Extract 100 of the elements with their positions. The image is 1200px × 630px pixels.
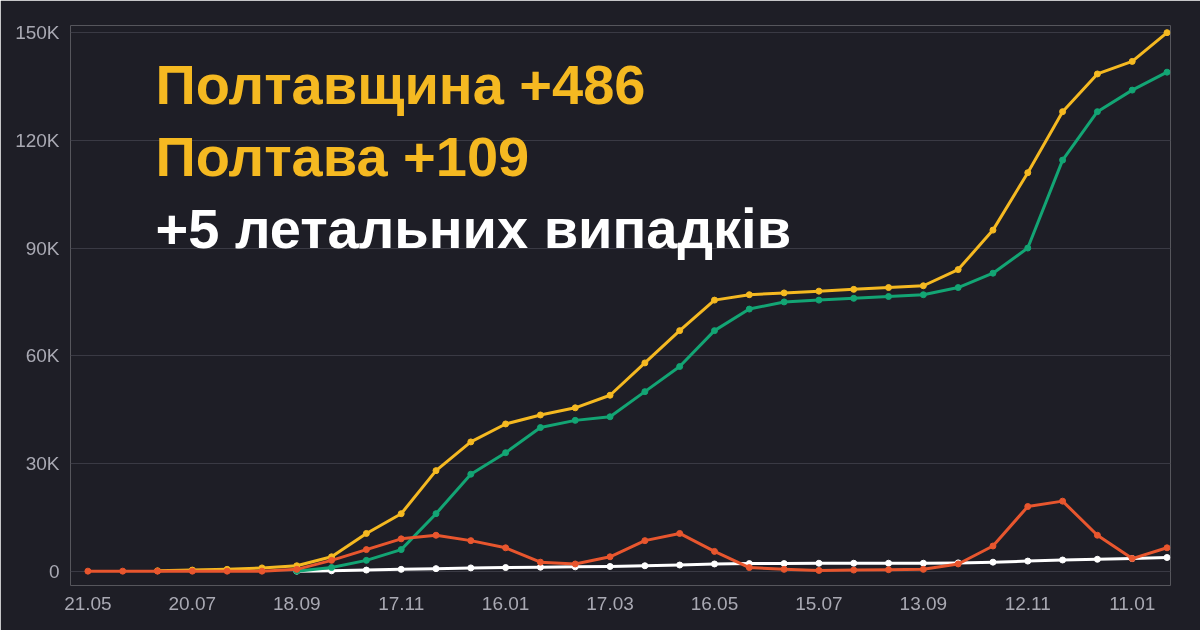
point — [1059, 156, 1067, 164]
point — [1024, 244, 1032, 252]
point — [1059, 556, 1067, 564]
y-tick-label: 120K — [15, 129, 60, 151]
point — [432, 467, 440, 475]
point — [850, 566, 858, 574]
point — [676, 363, 684, 371]
point — [1024, 557, 1032, 565]
y-tick-label: 60K — [25, 345, 60, 367]
point — [1059, 108, 1067, 116]
y-tick-label: 0 — [48, 560, 60, 582]
point — [1024, 503, 1032, 511]
point — [641, 562, 649, 570]
point — [397, 546, 405, 554]
point — [432, 531, 440, 539]
point — [502, 449, 510, 457]
point — [536, 411, 544, 419]
point — [710, 547, 718, 555]
point — [1093, 70, 1101, 78]
point — [989, 269, 997, 277]
point — [850, 294, 858, 302]
point — [467, 470, 475, 478]
x-tick-label: 18.09 — [272, 592, 321, 614]
point — [710, 560, 718, 568]
x-tick-label: 17.11 — [378, 592, 425, 614]
point — [1093, 108, 1101, 116]
point — [989, 226, 997, 234]
point — [1128, 57, 1136, 65]
point — [1093, 531, 1101, 539]
y-tick-label: 150K — [15, 22, 60, 44]
point — [641, 537, 649, 545]
x-tick-label: 20.07 — [168, 592, 217, 614]
point — [502, 564, 510, 572]
point — [502, 420, 510, 428]
point — [989, 558, 997, 566]
point — [1059, 497, 1067, 505]
point — [362, 546, 370, 554]
point — [571, 416, 579, 424]
point — [676, 529, 684, 537]
point — [954, 284, 962, 292]
point — [1128, 86, 1136, 94]
point — [780, 289, 788, 297]
point — [467, 438, 475, 446]
point — [815, 559, 823, 567]
x-tick-label: 11.01 — [1109, 592, 1156, 614]
y-tick-label: 30K — [25, 452, 60, 474]
point — [885, 284, 893, 292]
point — [536, 558, 544, 566]
point — [954, 266, 962, 274]
point — [362, 566, 370, 574]
point — [397, 510, 405, 518]
point — [919, 291, 927, 299]
point — [919, 282, 927, 290]
point — [641, 359, 649, 367]
point — [919, 565, 927, 573]
point — [780, 298, 788, 306]
x-tick-label: 13.09 — [899, 592, 948, 614]
y-tick-label: 90K — [25, 237, 60, 259]
point — [815, 566, 823, 574]
x-tick-label: 15.07 — [795, 592, 843, 614]
x-tick-label: 12.11 — [1004, 592, 1051, 614]
point — [362, 556, 370, 564]
point — [84, 567, 92, 575]
point — [676, 561, 684, 569]
point — [467, 564, 475, 572]
point — [606, 562, 614, 570]
point — [850, 285, 858, 293]
point — [885, 559, 893, 567]
point — [780, 565, 788, 573]
point — [397, 565, 405, 573]
x-tick-label: 16.01 — [481, 592, 530, 614]
point — [745, 305, 753, 313]
point — [571, 404, 579, 412]
point — [1163, 544, 1171, 552]
point — [606, 413, 614, 421]
point — [919, 559, 927, 567]
point — [432, 565, 440, 573]
point — [989, 542, 997, 550]
point — [1163, 29, 1171, 37]
point — [815, 287, 823, 295]
text: Полтавщина +486 — [155, 52, 646, 116]
point — [1163, 68, 1171, 76]
point — [1163, 554, 1171, 561]
point — [606, 553, 614, 561]
point — [745, 564, 753, 572]
point — [1024, 169, 1032, 177]
point — [815, 296, 823, 304]
text: Полтава +109 — [155, 124, 530, 188]
x-tick-label: 16.05 — [690, 592, 739, 614]
point — [710, 296, 718, 304]
point — [780, 560, 788, 568]
point — [606, 391, 614, 399]
point — [362, 529, 370, 537]
x-tick-label: 21.05 — [64, 592, 112, 614]
point — [641, 388, 649, 396]
point — [745, 291, 753, 299]
point — [467, 537, 475, 545]
point — [119, 567, 127, 575]
point — [432, 510, 440, 518]
point — [850, 559, 858, 567]
